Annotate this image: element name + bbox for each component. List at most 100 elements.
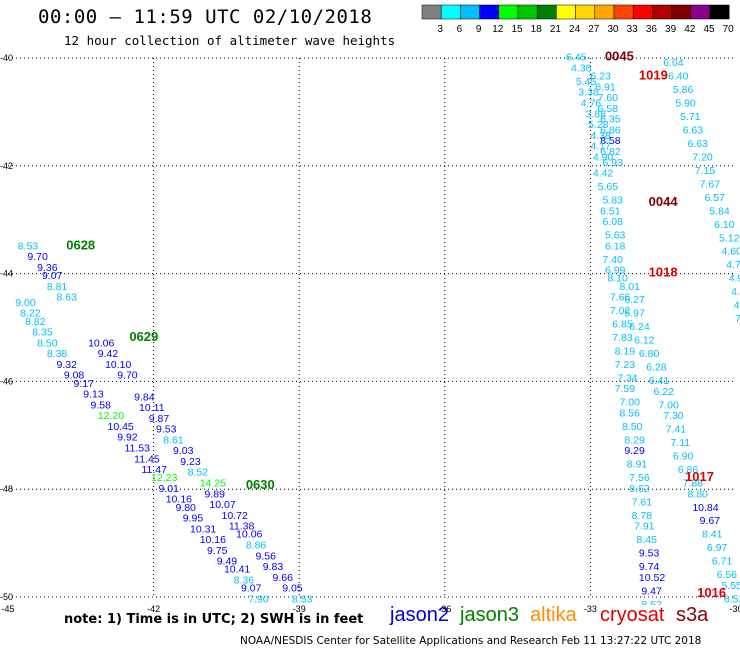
wave-height-label: 10.45: [107, 421, 133, 433]
wave-height-label: 5.12: [719, 232, 740, 244]
color-scale-label: 6: [457, 24, 463, 35]
wave-height-label: 10.07: [209, 499, 235, 511]
wave-height-label: 3.38: [578, 87, 599, 99]
color-scale-label: 12: [492, 24, 504, 35]
wave-height-label: 5.97: [624, 308, 645, 320]
wave-height-label: 11.47: [141, 464, 167, 476]
wave-height-label: 7.30: [663, 410, 684, 422]
pass-time-label: 0044: [649, 194, 679, 209]
wave-height-label: 7.34: [617, 372, 638, 384]
wave-height-label: 9.17: [74, 378, 95, 390]
wave-height-label: 6.71: [712, 556, 733, 568]
satellite-legend-altika: altika: [530, 604, 577, 626]
color-scale-label: 18: [531, 24, 543, 35]
y-tick-label: -50: [0, 592, 13, 602]
x-tick-label: -33: [584, 604, 597, 614]
wave-height-label: 7.91: [634, 521, 655, 533]
wave-height-label: 9.67: [700, 515, 721, 527]
wave-height-label: 9.08: [64, 370, 85, 382]
color-scale-label: 15: [511, 24, 523, 35]
pass-time-label: 0629: [129, 329, 158, 344]
wave-height-label: 6.63: [683, 124, 704, 136]
wave-height-label: 7.36: [302, 604, 323, 616]
x-tick-label: -42: [147, 604, 160, 614]
wave-height-label: 6.90: [673, 451, 694, 463]
wave-height-label: 8.22: [20, 308, 41, 320]
wave-height-label: 6.45: [566, 52, 587, 64]
wave-height-label: 10.72: [222, 510, 248, 522]
wave-height-label: 5.55: [721, 580, 740, 592]
wave-height-label: 5.86: [673, 84, 694, 96]
wave-height-label: 6.12: [634, 335, 655, 347]
wave-height-label: 9.87: [149, 413, 170, 425]
wave-height-label: 11.53: [124, 442, 150, 454]
wave-height-label: 9.89: [205, 488, 226, 500]
wave-height-label: 9.32: [57, 359, 78, 371]
wave-height-label: 6.24: [629, 321, 650, 333]
wave-height-label: 8.52: [188, 467, 209, 479]
wave-height-label: 9.74: [639, 561, 660, 573]
wave-height-label: 6.99: [605, 265, 626, 277]
wave-height-label: 9.53: [639, 548, 660, 560]
wave-height-label: 9.83: [263, 561, 284, 573]
color-scale-label: 70: [723, 24, 735, 35]
wave-height-label: 6.10: [714, 219, 735, 231]
color-scale-label: 45: [703, 24, 715, 35]
x-tick-label: -30: [729, 604, 740, 614]
y-tick-label: -42: [0, 161, 13, 171]
wave-height-label: 9.80: [175, 502, 196, 514]
wave-height-label: 8.82: [25, 316, 46, 328]
wave-height-label: 9.00: [15, 297, 36, 309]
wave-height-label: 8.53: [292, 593, 313, 605]
wave-height-label: 10.16: [166, 494, 192, 506]
wave-height-label: 4.90: [593, 151, 614, 163]
wave-height-label: 9.29: [624, 445, 645, 457]
wave-height-label: 14.25: [200, 478, 226, 490]
x-tick-label: -36: [438, 604, 451, 614]
satellite-legend-jason2: jason2: [390, 604, 449, 626]
wave-height-label: 10.06: [236, 529, 262, 541]
wave-height-label: 9.03: [173, 445, 194, 457]
pass-time-label: 1018: [649, 264, 678, 279]
wave-height-label: 7.1: [735, 313, 740, 325]
color-scale-label: 30: [607, 24, 619, 35]
wave-height-label: 4.76: [581, 98, 602, 110]
wave-height-label: 9.53: [156, 424, 177, 436]
wave-height-label: 4.96: [729, 273, 740, 285]
color-scale-label: 9: [476, 24, 482, 35]
wave-height-label: 6.97: [707, 542, 728, 554]
wave-height-label: 7.11: [670, 437, 690, 449]
wave-height-label: 6.08: [603, 216, 624, 228]
wave-height-label: 9.07: [241, 583, 262, 595]
wave-height-label: 5.45: [576, 76, 597, 88]
wave-height-label: 6.57: [704, 192, 725, 204]
wave-height-label: 6.86: [600, 124, 621, 136]
wave-height-label: 6.51: [600, 205, 621, 217]
y-tick-label: -48: [0, 484, 13, 494]
pass-time-label: 0628: [66, 237, 95, 252]
wave-height-label: 10.16: [200, 534, 226, 546]
data-points-layer: 8.539.709.369.078.818.639.008.228.828.35…: [15, 49, 740, 616]
wave-height-label: 11.45: [134, 453, 160, 465]
wave-height-label: 10.52: [639, 572, 665, 584]
x-tick-label: -39: [293, 604, 306, 614]
wave-height-label: 8.86: [246, 539, 267, 551]
color-scale-label: 21: [550, 24, 562, 35]
wave-height-label: 5.83: [603, 195, 624, 207]
wave-height-label: 7.83: [612, 332, 633, 344]
wave-height-label: 6.27: [624, 294, 645, 306]
wave-height-label: 9.75: [207, 545, 228, 557]
color-scale-label: 39: [665, 24, 677, 35]
wave-height-label: 6.58: [598, 103, 619, 115]
wave-height-label: 9.70: [27, 251, 48, 263]
wave-height-label: 11.38: [229, 521, 255, 533]
x-tick-label: -45: [1, 604, 14, 614]
wave-height-label: 8.61: [163, 434, 184, 446]
wave-height-label: 6.93: [603, 157, 624, 169]
wave-height-label: 8.10: [607, 273, 628, 285]
wave-height-label: 8.81: [47, 281, 68, 293]
wave-height-label: 7.41: [666, 424, 687, 436]
satellite-legend-cryosat: cryosat: [600, 604, 665, 626]
pass-time-label: 1016: [697, 585, 726, 600]
